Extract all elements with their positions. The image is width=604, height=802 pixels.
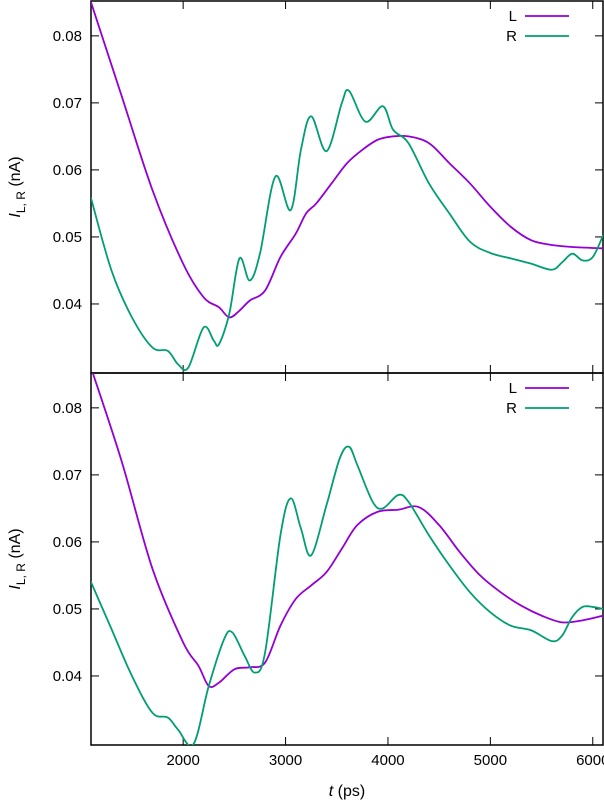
bottom-panel: 0.04 0.05 0.06 0.07 0.08 2000 3000 4000 5000 6000… xyxy=(53,372,604,769)
x-tick-label: 4000 xyxy=(371,752,404,769)
x-tick-label: 5000 xyxy=(474,752,507,769)
legend-label-L: L xyxy=(509,380,517,397)
y-label-unit-text: (nA) xyxy=(7,156,24,186)
legend-label-R: R xyxy=(506,28,517,45)
y-tick-label: 0.05 xyxy=(53,601,82,618)
y-tick-label: 0.06 xyxy=(53,162,82,179)
legend-label-L: L xyxy=(509,8,517,25)
x-label-var: t xyxy=(329,783,334,800)
y-tick-label: 0.08 xyxy=(53,28,82,45)
x-tick-label: 3000 xyxy=(269,752,302,769)
x-tick-label: 2000 xyxy=(166,752,199,769)
x-axis-label: t (ps) xyxy=(329,783,365,800)
y-label-sub: L, R xyxy=(14,191,28,213)
series-line-L xyxy=(91,1,603,319)
bottom-y-axis-label: IL, R (nA) xyxy=(7,528,28,589)
series-line-R xyxy=(91,445,603,745)
bottom-panel-ticks: 0.04 0.05 0.06 0.07 0.08 2000 3000 4000 5000 6000 xyxy=(53,373,604,769)
top-panel-series xyxy=(91,1,603,371)
y-tick-label: 0.08 xyxy=(53,400,82,417)
top-panel-legend: LR xyxy=(506,8,569,45)
top-y-axis-label: IL, R (nA) xyxy=(7,156,28,217)
legend-label-R: R xyxy=(506,400,517,417)
y-tick-label: 0.07 xyxy=(53,95,82,112)
y-tick-label: 0.07 xyxy=(53,467,82,484)
y-label-unit-text: (nA) xyxy=(7,528,24,558)
y-label-sub: L, R xyxy=(14,563,28,585)
bottom-panel-legend: LR xyxy=(506,380,569,417)
x-tick-label: 6000 xyxy=(576,752,604,769)
top-plot-frame xyxy=(90,0,604,374)
series-line-L xyxy=(91,373,603,688)
y-tick-label: 0.05 xyxy=(53,229,82,246)
y-tick-label: 0.06 xyxy=(53,534,82,551)
top-panel-ticks: 0.04 0.05 0.06 0.07 0.08 xyxy=(53,1,603,373)
bottom-plot-frame xyxy=(90,372,604,746)
bottom-panel-series xyxy=(91,373,603,745)
x-label-unit: (ps) xyxy=(338,783,366,800)
top-panel: 0.04 0.05 0.06 0.07 0.08 LR xyxy=(53,0,604,374)
y-tick-label: 0.04 xyxy=(53,668,82,685)
y-label-var: I xyxy=(7,213,24,218)
y-label-var: I xyxy=(7,585,24,590)
series-line-R xyxy=(91,89,603,371)
y-tick-label: 0.04 xyxy=(53,296,82,313)
